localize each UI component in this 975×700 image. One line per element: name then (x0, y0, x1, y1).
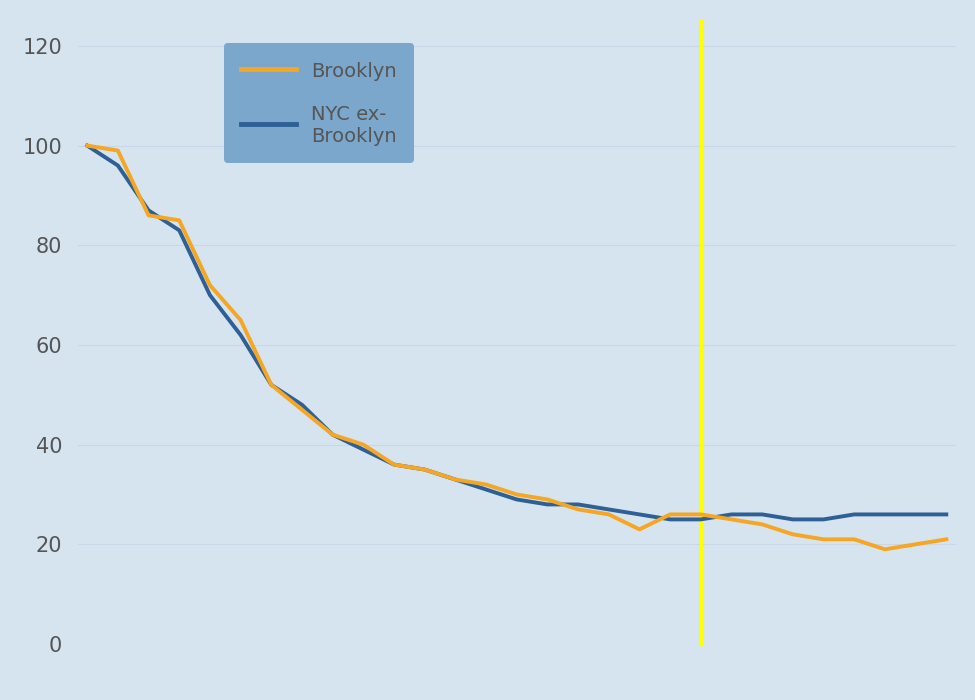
Legend: Brooklyn, NYC ex-
Brooklyn: Brooklyn, NYC ex- Brooklyn (223, 43, 414, 163)
